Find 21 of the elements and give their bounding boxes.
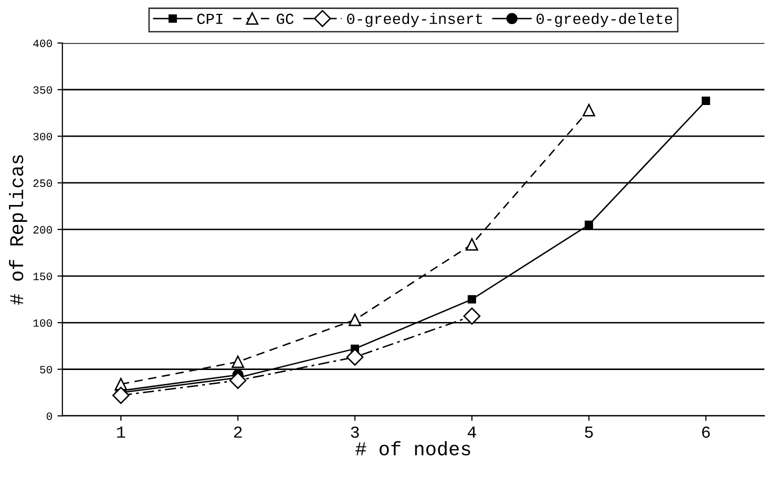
x-tick-label: 2: [234, 426, 242, 438]
x-tick-label: 1: [117, 426, 126, 438]
y-tick-label: 350: [33, 86, 52, 94]
legend-label: GC: [276, 14, 294, 24]
y-tick-label: 0: [46, 412, 52, 420]
x-tick-label: 3: [350, 426, 359, 438]
y-tick-label: 400: [33, 40, 52, 48]
y-tick-label: 250: [33, 179, 52, 187]
x-axis-title: # of nodes: [356, 441, 470, 456]
y-axis-title: # of Replicas: [8, 155, 28, 305]
legend-label: CPI: [197, 14, 222, 24]
y-tick-label: 200: [33, 226, 52, 234]
y-tick-label: 150: [33, 272, 52, 280]
y-tick-label: 100: [33, 319, 52, 327]
x-tick-label: 4: [468, 426, 476, 438]
y-tick-label: 50: [40, 366, 52, 374]
legend-label: 0-greedy-insert: [347, 12, 482, 28]
x-tick-label: 6: [702, 426, 710, 438]
x-tick-label: 5: [584, 426, 593, 438]
legend-label: 0-greedy-delete: [536, 12, 672, 28]
y-tick-label: 300: [33, 132, 52, 140]
